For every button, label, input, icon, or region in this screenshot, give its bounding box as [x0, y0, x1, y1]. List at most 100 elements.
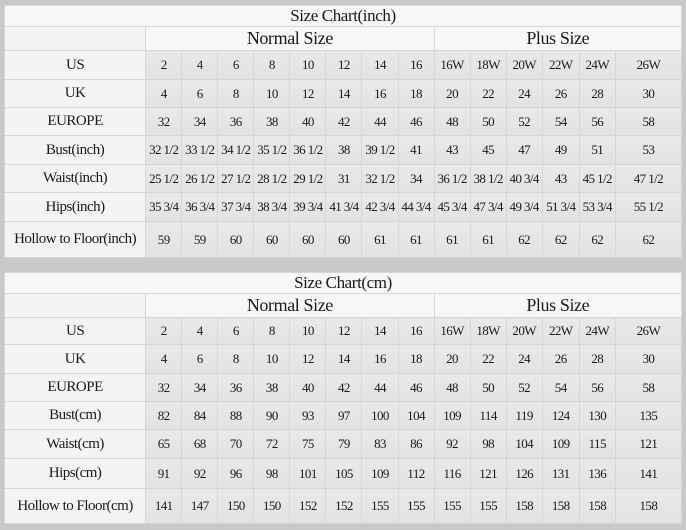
size-cell: 10 — [253, 79, 291, 108]
size-cell: 53 — [614, 135, 683, 165]
size-table: Size Chart(inch) Normal Size Plus Size US 2 4… — [3, 5, 683, 258]
size-cell: 42 — [325, 107, 363, 136]
size-cell: 40 — [289, 373, 327, 402]
table-row: Hips(cm) 91 92 96 98 101 105 109 112 116 121 126 131… — [3, 458, 683, 489]
size-cell: 24 — [505, 79, 543, 108]
size-cell: 34 1/2 — [217, 135, 255, 165]
size-cell: 44 — [361, 107, 399, 136]
row-label: US — [3, 50, 147, 80]
size-cell: 75 — [289, 429, 327, 459]
size-cell: 32 1/2 — [361, 164, 399, 193]
size-cell: 79 — [325, 429, 363, 459]
size-cell: 12 — [325, 317, 363, 345]
table-row: Hollow to Floor(inch) 59 59 60 60 60 60 61 61 61 6… — [3, 221, 683, 258]
size-cell: 114 — [469, 401, 507, 430]
size-cell: 70 — [217, 429, 255, 459]
row-label: UK — [3, 79, 147, 108]
size-cell: 26 — [541, 79, 580, 108]
size-cell: 35 1/2 — [253, 135, 291, 165]
size-cell: 104 — [505, 429, 543, 459]
size-cell: 147 — [181, 488, 219, 524]
row-label: Bust(cm) — [3, 401, 147, 430]
size-cell: 130 — [578, 401, 616, 430]
size-cell: 26W — [614, 50, 683, 80]
size-cell: 51 — [578, 135, 616, 165]
size-cell: 141 — [614, 458, 683, 489]
blank-header-cell — [3, 26, 147, 51]
table-row: Bust(inch) 32 1/2 33 1/2 34 1/2 35 1/2 36 1/2… — [3, 135, 683, 165]
size-cell: 50 — [469, 107, 507, 136]
table-row: UK 4 6 8 10 12 14 16 18 20 22 24 26 28 30 — [3, 79, 683, 108]
size-cell: 45 — [469, 135, 507, 165]
size-cell: 18 — [397, 79, 435, 108]
size-cell: 60 — [325, 221, 363, 258]
size-cell: 36 1/2 — [289, 135, 327, 165]
size-cell: 109 — [433, 401, 471, 430]
normal-size-header: Normal Size — [145, 293, 435, 318]
size-cell: 28 — [578, 344, 616, 374]
size-cell: 155 — [397, 488, 435, 524]
table-row: Waist(inch) 25 1/2 26 1/2 27 1/2 28 1/2 29 1/… — [3, 164, 683, 193]
size-cell: 18W — [469, 317, 507, 345]
table-row: Hips(inch) 35 3/4 36 3/4 37 3/4 38 3/4 39 3/4… — [3, 192, 683, 222]
size-cell: 24 — [505, 344, 543, 374]
size-cell: 98 — [253, 458, 291, 489]
size-cell: 4 — [181, 50, 219, 80]
size-cell: 101 — [289, 458, 327, 489]
size-cell: 6 — [181, 79, 219, 108]
size-cell: 33 1/2 — [181, 135, 219, 165]
size-cell: 38 — [253, 373, 291, 402]
size-cell: 150 — [253, 488, 291, 524]
size-cell: 6 — [181, 344, 219, 374]
size-cell: 92 — [433, 429, 471, 459]
size-cell: 36 — [217, 373, 255, 402]
size-cell: 62 — [614, 221, 683, 258]
size-cell: 16 — [397, 317, 435, 345]
size-cell: 26W — [614, 317, 683, 345]
size-cell: 158 — [541, 488, 580, 524]
size-cell: 61 — [361, 221, 399, 258]
size-cell: 124 — [541, 401, 580, 430]
size-cell: 42 3/4 — [361, 192, 399, 222]
size-cell: 121 — [469, 458, 507, 489]
size-cell: 155 — [361, 488, 399, 524]
size-cell: 116 — [433, 458, 471, 489]
size-cell: 42 — [325, 373, 363, 402]
size-cell: 38 — [253, 107, 291, 136]
size-cell: 4 — [145, 344, 183, 374]
table-row: Bust(cm) 82 84 88 90 93 97 100 104 109 114 119 124 13… — [3, 401, 683, 430]
size-cell: 38 3/4 — [253, 192, 291, 222]
size-cell: 34 — [181, 373, 219, 402]
size-cell: 47 1/2 — [614, 164, 683, 193]
size-cell: 14 — [325, 344, 363, 374]
size-cell: 92 — [181, 458, 219, 489]
row-label: Hollow to Floor(inch) — [3, 221, 147, 258]
size-cell: 12 — [289, 344, 327, 374]
row-label: Bust(inch) — [3, 135, 147, 165]
size-cell: 18 — [397, 344, 435, 374]
size-cell: 90 — [253, 401, 291, 430]
size-cell: 52 — [505, 373, 543, 402]
size-cell: 49 3/4 — [505, 192, 543, 222]
size-cell: 59 — [145, 221, 183, 258]
size-cell: 4 — [145, 79, 183, 108]
size-cell: 98 — [469, 429, 507, 459]
size-cell: 88 — [217, 401, 255, 430]
size-cell: 25 1/2 — [145, 164, 183, 193]
size-cell: 14 — [361, 317, 399, 345]
size-cell: 44 — [361, 373, 399, 402]
size-cell: 26 — [541, 344, 580, 374]
size-cell: 83 — [361, 429, 399, 459]
size-cell: 27 1/2 — [217, 164, 255, 193]
size-cell: 84 — [181, 401, 219, 430]
size-cell: 152 — [325, 488, 363, 524]
size-cell: 62 — [578, 221, 616, 258]
row-label: Hips(inch) — [3, 192, 147, 222]
size-cell: 4 — [181, 317, 219, 345]
size-cell: 121 — [614, 429, 683, 459]
size-cell: 60 — [289, 221, 327, 258]
size-cell: 62 — [505, 221, 543, 258]
size-cell: 31 — [325, 164, 363, 193]
size-cell: 54 — [541, 373, 580, 402]
size-cell: 8 — [253, 317, 291, 345]
